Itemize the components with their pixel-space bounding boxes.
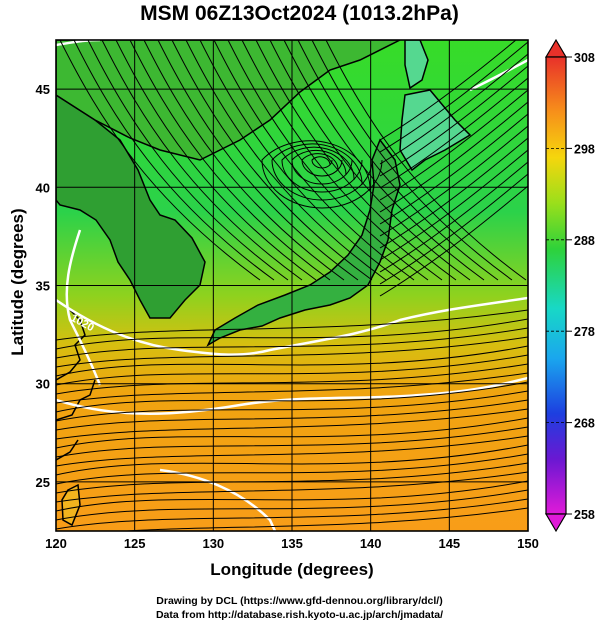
plot-area: 1020 [55,39,529,532]
streamline [171,40,373,281]
streamline [101,40,303,281]
colorbar: 308 298 288 278 268 258 [544,38,595,533]
streamline [379,125,528,237]
isobar-south [56,376,528,415]
colorbar-top-arrow [544,38,568,58]
colorbar-tick-label: 308 [574,51,595,65]
colorbar-tick-label: 268 [574,417,595,431]
streamline [213,40,415,281]
streamline [301,153,343,177]
lon-tick-label: 135 [281,536,303,551]
streamline [59,40,261,281]
streamline [129,40,331,281]
colorbar-tick-label: 258 [574,508,595,522]
isobar-1020 [56,296,528,356]
lat-tick-label: 30 [36,377,50,392]
streamline [379,41,528,153]
lat-tick-label: 35 [36,279,50,294]
streamline [73,40,275,281]
streamline [115,40,317,281]
streamline [379,89,528,201]
lon-tick-label: 120 [45,536,67,551]
lat-tick-label: 45 [36,82,50,97]
lon-tick-label: 145 [438,536,460,551]
colorbar-tick-label: 278 [574,325,595,339]
streamline [271,143,373,201]
streamline [379,101,528,213]
lat-tick-label: 25 [36,475,50,490]
x-axis-label: Longitude (degrees) [210,560,374,579]
lon-tick-label: 150 [517,536,539,551]
land-sakhalin [404,40,429,90]
colorbar-bottom-arrow [544,513,568,533]
streamline [379,161,528,273]
streamline [261,140,383,209]
streamline [281,146,363,193]
streamline [143,40,345,281]
land-hokkaido [399,89,472,172]
latitude-ticks: 25 30 35 40 45 [36,82,50,490]
streamline [157,40,359,281]
streamline [241,40,443,281]
streamline [379,185,528,297]
credit-drawing: Drawing by DCL (https://www.gfd-dennou.o… [156,595,443,607]
streamline [199,40,401,281]
isobar-southwest [159,468,277,531]
y-axis-label: Latitude (degrees) [8,208,27,356]
plot-frame [55,39,529,532]
streamline [379,77,528,189]
streamline [379,173,528,285]
land-korea-china [56,94,206,319]
streamline [185,40,387,281]
map-title: MSM 06Z13Oct2024 (1013.2hPa) [140,2,459,25]
lon-tick-label: 140 [360,536,382,551]
streamline [325,40,527,281]
lon-tick-label: 125 [124,536,146,551]
streamline [379,113,528,225]
streamline [379,53,528,165]
streamline [87,40,289,281]
streamline [379,65,528,177]
credit-data: Data from http://database.rish.kyoto-u.a… [155,609,444,621]
streamline [269,40,471,281]
lon-tick-label: 130 [202,536,224,551]
streamline [379,149,528,261]
colorbar-body [545,56,567,515]
land-masses [56,40,472,527]
land-taiwan [61,483,81,527]
colorbar-tick-label: 298 [574,142,595,156]
colorbar-tick-label: 288 [574,234,595,248]
longitude-ticks: 120 125 130 135 140 145 150 [45,536,539,551]
streamline [379,137,528,249]
streamline [311,156,333,169]
lat-tick-label: 40 [36,180,50,195]
